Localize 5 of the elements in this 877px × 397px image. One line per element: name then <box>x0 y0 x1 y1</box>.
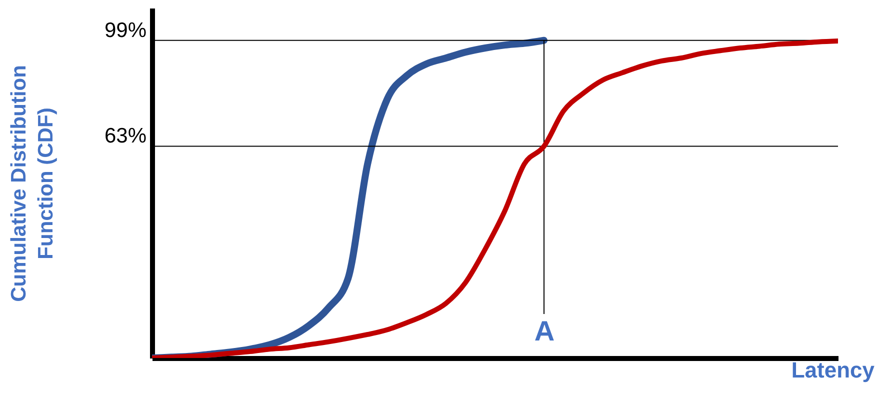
x-tick-label: A <box>534 316 555 346</box>
y-tick-label: 99% <box>104 18 146 42</box>
y-tick-label: 63% <box>104 124 146 148</box>
x-axis-title: Latency <box>791 358 876 382</box>
y-axis-title: Cumulative Distribution Function (CDF) <box>7 65 58 302</box>
